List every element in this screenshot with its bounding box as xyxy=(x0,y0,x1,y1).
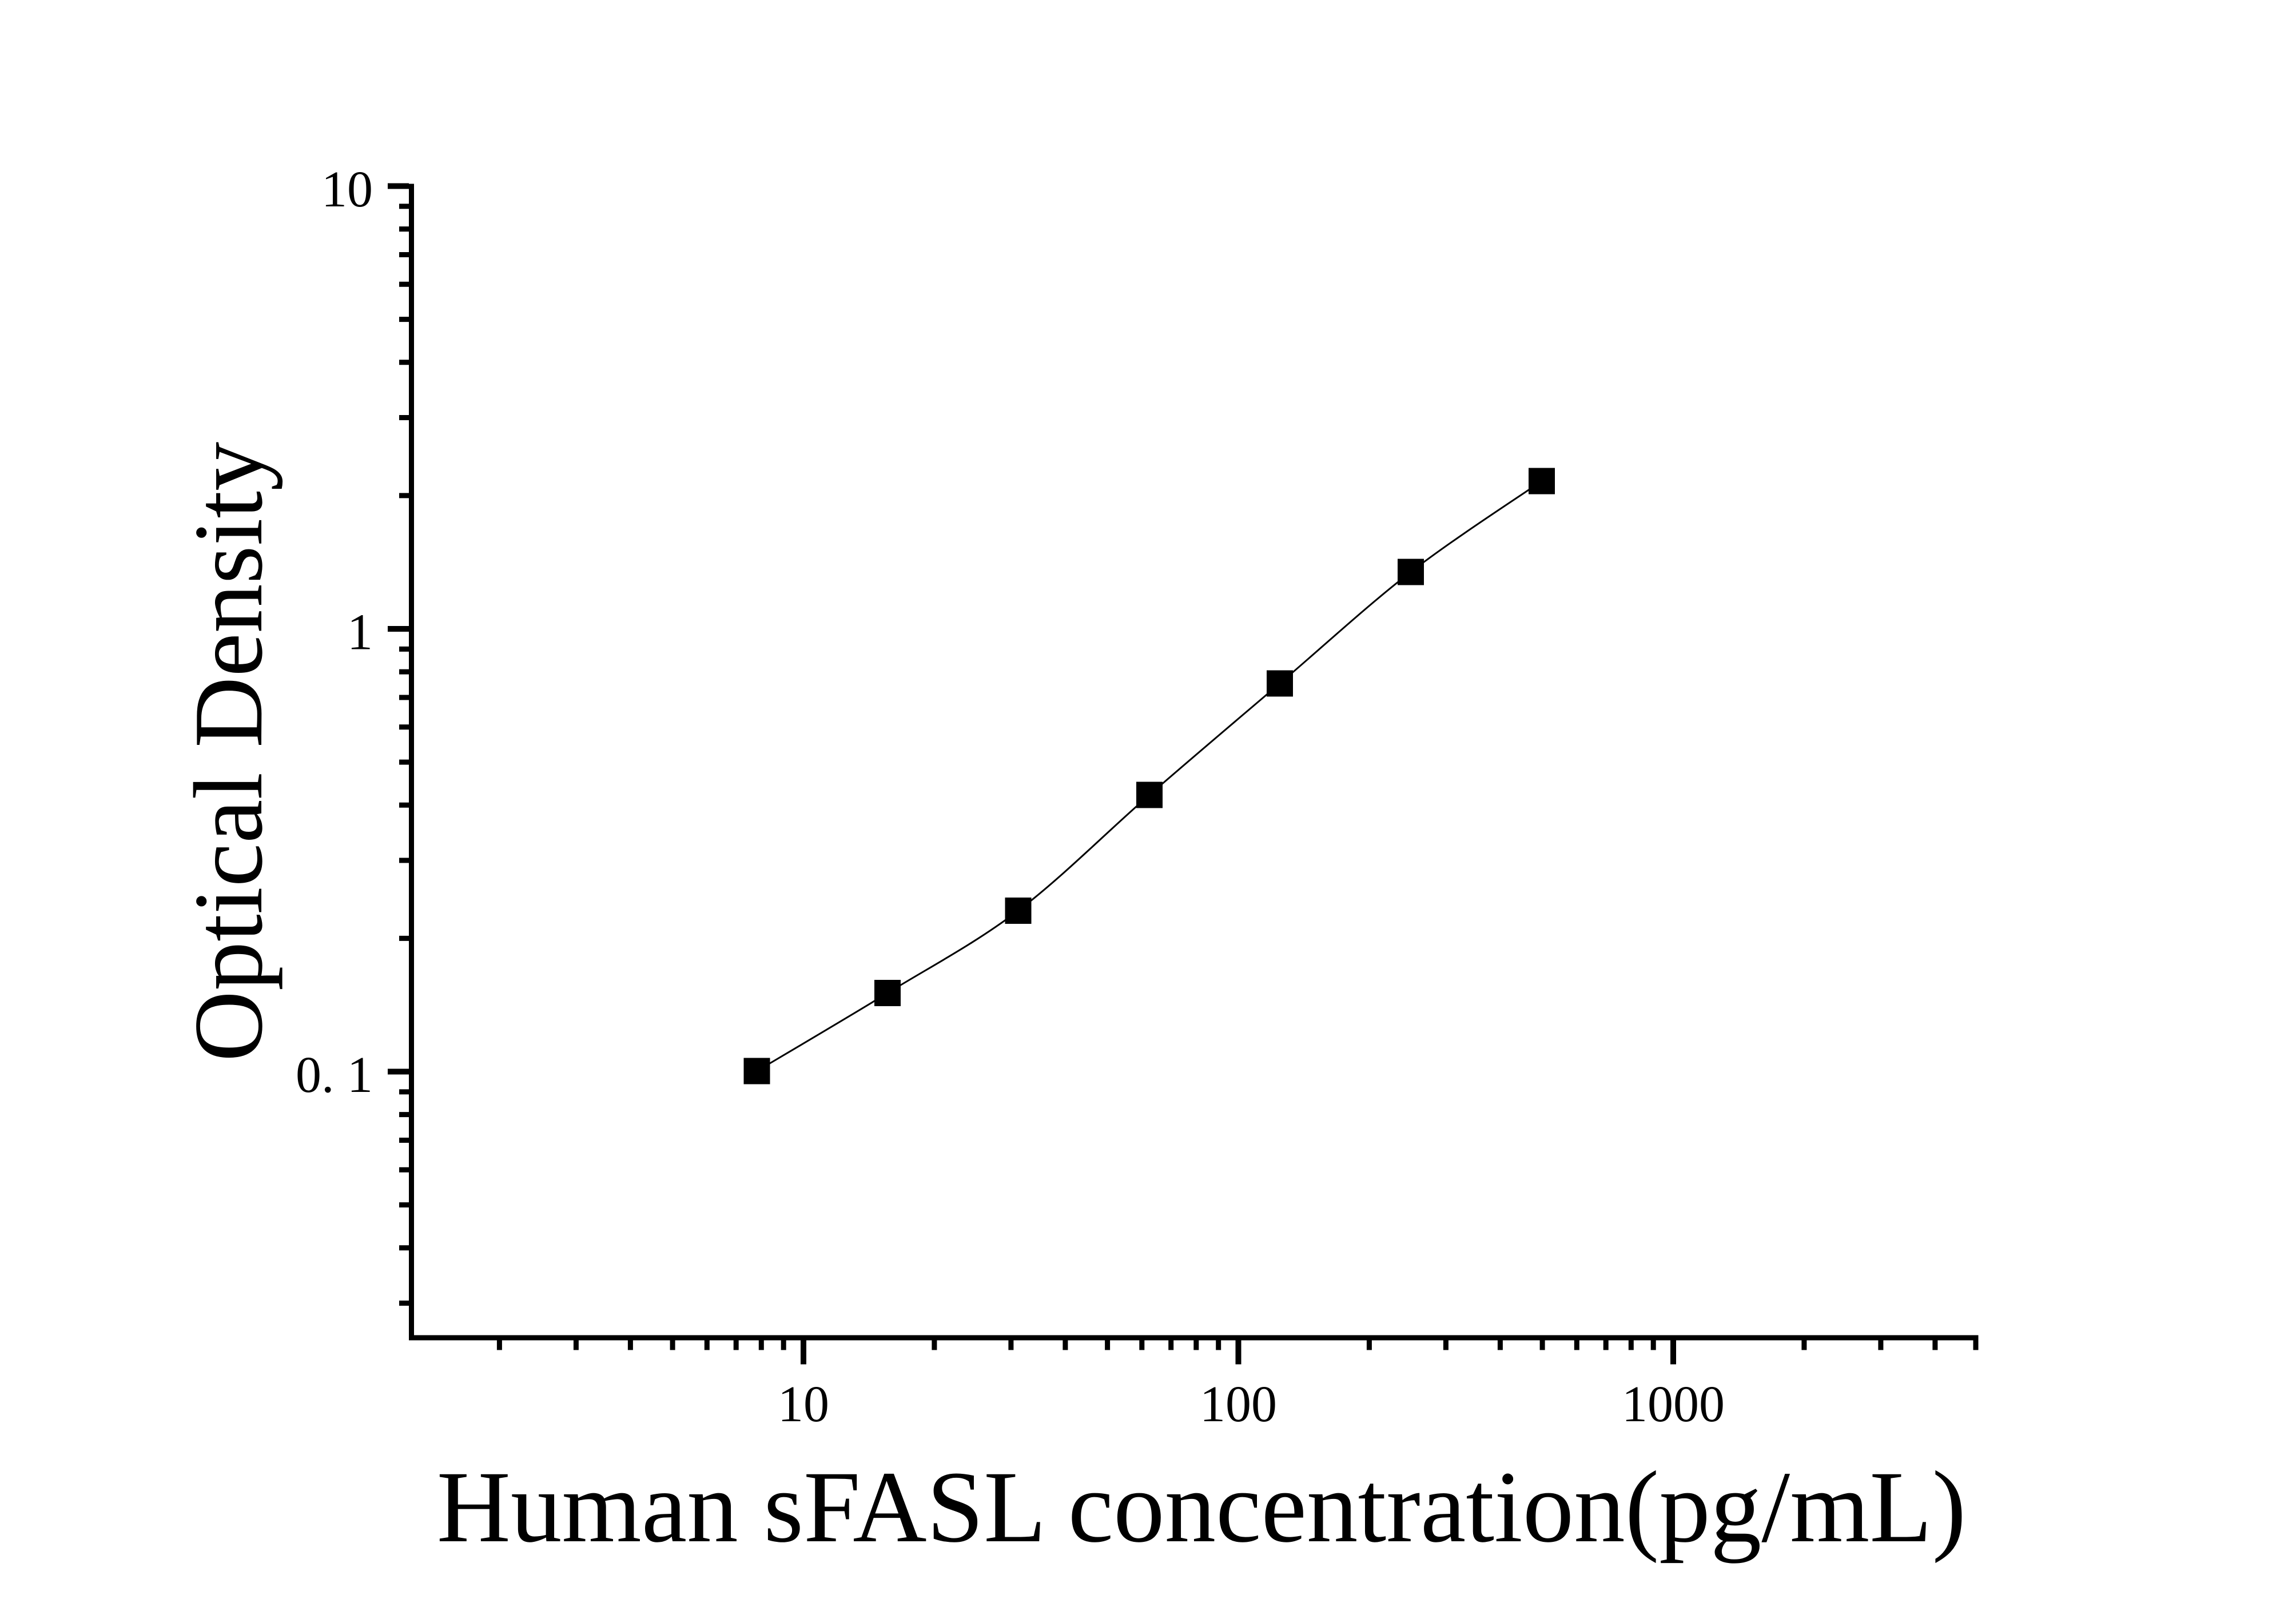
svg-text:100: 100 xyxy=(1200,1376,1277,1433)
svg-text:1: 1 xyxy=(347,604,373,661)
svg-text:10: 10 xyxy=(778,1376,829,1433)
svg-text:1000: 1000 xyxy=(1622,1376,1725,1433)
svg-text:10: 10 xyxy=(321,161,373,218)
svg-text:0. 1: 0. 1 xyxy=(296,1047,373,1103)
svg-text:Human sFASL concentration(pg/m: Human sFASL concentration(pg/mL) xyxy=(437,1450,1967,1564)
svg-text:Optical Density: Optical Density xyxy=(174,442,283,1062)
